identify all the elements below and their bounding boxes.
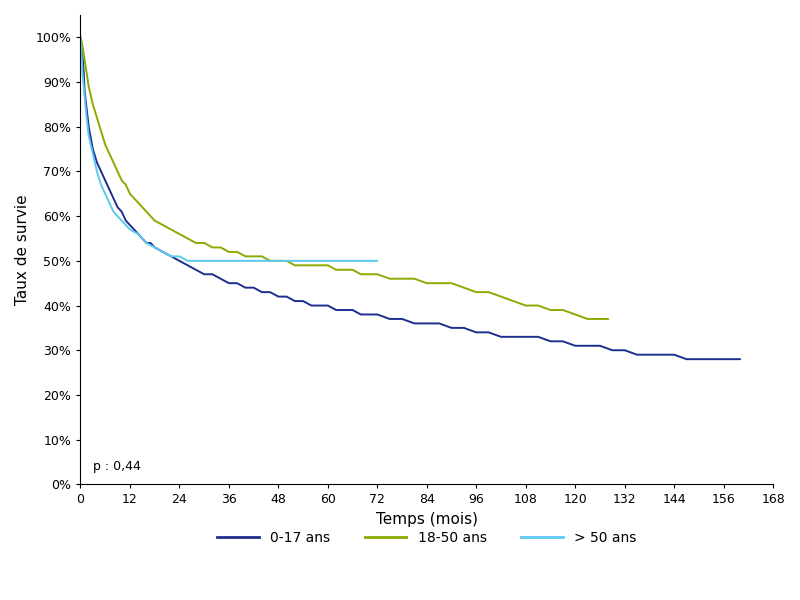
> 50 ans: [323, 257, 333, 265]
18-50 ans: [125, 190, 134, 197]
18-50 ans: [521, 302, 530, 309]
> 50 ans: [207, 257, 217, 265]
0-17 ans: [224, 280, 234, 287]
> 50 ans: [113, 212, 122, 220]
> 50 ans: [92, 168, 102, 175]
> 50 ans: [96, 181, 106, 188]
0-17 ans: [339, 307, 349, 314]
> 50 ans: [117, 217, 126, 224]
18-50 ans: [207, 244, 217, 251]
> 50 ans: [76, 34, 86, 41]
> 50 ans: [356, 257, 366, 265]
18-50 ans: [582, 316, 592, 323]
> 50 ans: [306, 257, 316, 265]
18-50 ans: [603, 316, 613, 323]
Text: p : 0,44: p : 0,44: [93, 460, 141, 473]
Line: > 50 ans: > 50 ans: [81, 37, 378, 261]
> 50 ans: [82, 114, 91, 121]
0-17 ans: [146, 239, 155, 247]
0-17 ans: [471, 329, 481, 336]
> 50 ans: [100, 190, 110, 197]
> 50 ans: [125, 226, 134, 233]
18-50 ans: [298, 262, 308, 269]
> 50 ans: [134, 230, 143, 238]
> 50 ans: [174, 253, 184, 260]
Line: 0-17 ans: 0-17 ans: [81, 37, 740, 359]
> 50 ans: [373, 257, 382, 265]
X-axis label: Temps (mois): Temps (mois): [376, 512, 478, 527]
> 50 ans: [183, 257, 193, 265]
> 50 ans: [339, 257, 349, 265]
18-50 ans: [76, 34, 86, 41]
> 50 ans: [224, 257, 234, 265]
> 50 ans: [274, 257, 283, 265]
> 50 ans: [77, 52, 86, 59]
0-17 ans: [735, 356, 745, 363]
> 50 ans: [142, 239, 151, 247]
0-17 ans: [76, 34, 86, 41]
> 50 ans: [150, 244, 159, 251]
Y-axis label: Taux de survie: Taux de survie: [15, 194, 30, 305]
> 50 ans: [241, 257, 250, 265]
> 50 ans: [84, 132, 94, 139]
> 50 ans: [88, 150, 98, 157]
> 50 ans: [78, 70, 87, 77]
0-17 ans: [232, 280, 242, 287]
> 50 ans: [290, 257, 300, 265]
> 50 ans: [121, 221, 130, 229]
18-50 ans: [290, 262, 300, 269]
> 50 ans: [199, 257, 209, 265]
> 50 ans: [257, 257, 266, 265]
18-50 ans: [130, 194, 139, 202]
> 50 ans: [109, 208, 118, 215]
> 50 ans: [191, 257, 201, 265]
> 50 ans: [80, 92, 90, 99]
> 50 ans: [166, 253, 176, 260]
Line: 18-50 ans: 18-50 ans: [81, 37, 608, 319]
0-17 ans: [682, 356, 691, 363]
Legend: 0-17 ans, 18-50 ans, > 50 ans: 0-17 ans, 18-50 ans, > 50 ans: [211, 525, 642, 550]
0-17 ans: [138, 235, 147, 242]
> 50 ans: [158, 248, 168, 256]
> 50 ans: [105, 199, 114, 206]
